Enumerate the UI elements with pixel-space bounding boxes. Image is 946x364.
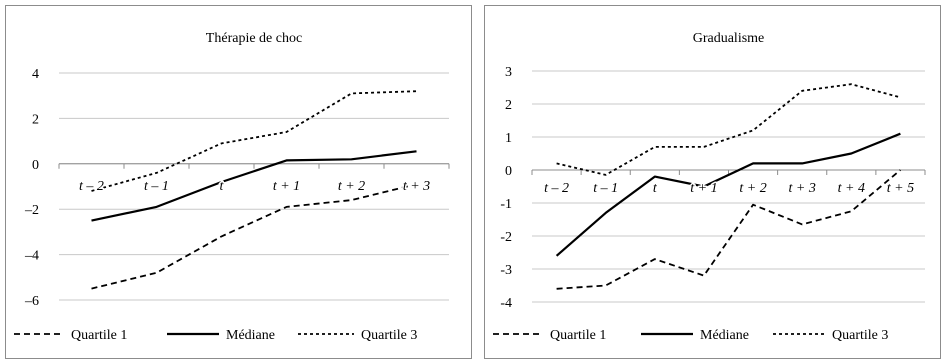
chart-panel-therapie-de-choc: Thérapie de choc 4 2 0 –2 –4 –6 t – 2 t – 1 t t + … (5, 5, 472, 359)
y-tick-label: –4 (24, 249, 39, 264)
x-tick-label: t + 2 (338, 179, 365, 194)
y-tick-label: -4 (500, 296, 512, 311)
y-tick-label: –6 (24, 294, 39, 309)
x-tick-label: t + 5 (887, 181, 914, 196)
chart-title: Thérapie de choc (206, 31, 302, 46)
x-tick-label: t – 2 (79, 179, 104, 194)
y-tick-label: 1 (505, 131, 512, 146)
x-tick-label: t + 3 (403, 179, 430, 194)
x-tick-label: t + 4 (838, 181, 865, 196)
y-tick-label: 4 (32, 67, 39, 82)
y-tick-label: –2 (24, 203, 39, 218)
y-tick-label: 0 (32, 158, 39, 173)
y-tick-label: 2 (32, 112, 39, 127)
legend-label: Médiane (700, 328, 749, 343)
y-tick-label: 3 (505, 65, 512, 80)
x-tick-label: t + 1 (273, 179, 300, 194)
chart-panel-gradualisme: Gradualisme 3 2 1 0 -1 -2 -3 -4 t – 2 t – 1 t t + 1 t… (484, 5, 941, 359)
x-tick-label: t (653, 181, 658, 196)
legend-label: Quartile 3 (832, 328, 888, 343)
legend-label: Quartile 3 (361, 328, 417, 343)
y-tick-label: 0 (505, 164, 512, 179)
chart-therapie-de-choc: Thérapie de choc 4 2 0 –2 –4 –6 t – 2 t – 1 t t + … (14, 31, 450, 343)
series-line-mediane (555, 132, 901, 257)
x-tick-label: t – 1 (593, 181, 618, 196)
y-tick-label: -2 (500, 230, 512, 245)
legend-label: Quartile 1 (71, 328, 127, 343)
x-tick-label: t (220, 179, 225, 194)
x-tick-label: t – 2 (544, 181, 569, 196)
legend-label: Médiane (226, 328, 275, 343)
series-line-quartile-3 (556, 83, 901, 176)
series-line-quartile-1 (91, 183, 417, 290)
x-tick-label: t + 1 (690, 181, 717, 196)
chart-gradualisme: Gradualisme 3 2 1 0 -1 -2 -3 -4 t – 2 t – 1 t t + 1 t… (493, 31, 926, 343)
chart-title: Gradualisme (693, 31, 765, 46)
x-tick-label: t – 1 (144, 179, 169, 194)
y-tick-label: -1 (500, 197, 512, 212)
y-tick-label: -3 (500, 263, 512, 278)
y-tick-label: 2 (505, 98, 512, 113)
legend-label: Quartile 1 (550, 328, 606, 343)
series-line-mediane (91, 150, 417, 222)
x-tick-label: t + 2 (739, 181, 766, 196)
series-line-quartile-3 (91, 90, 417, 192)
x-tick-label: t + 3 (789, 181, 816, 196)
